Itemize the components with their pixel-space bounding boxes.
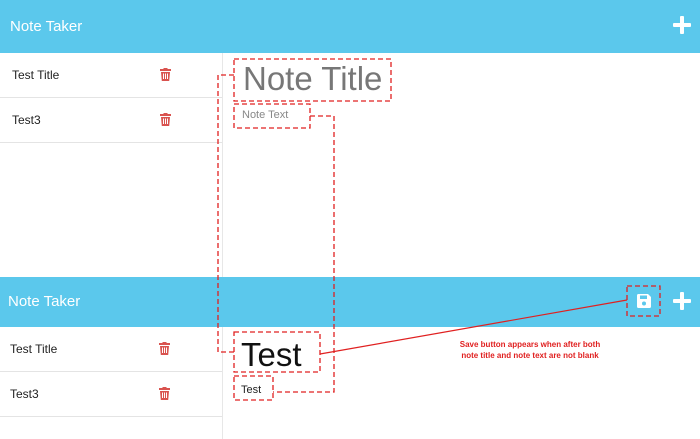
list-item[interactable]: Test3 — [0, 98, 222, 143]
annotation-line-2: note title and note text are not blank — [461, 351, 599, 360]
floppy-disk-icon[interactable] — [637, 294, 651, 308]
trash-icon[interactable] — [159, 342, 170, 355]
empty-note-screen: Note Taker Test Title Test3 — [0, 0, 700, 277]
list-item[interactable]: Test3 — [0, 372, 222, 417]
trash-icon[interactable] — [160, 68, 171, 81]
annotation-line-1: Save button appears when after both — [459, 340, 601, 349]
note-text-input[interactable]: Note Text — [242, 109, 289, 121]
trash-icon[interactable] — [159, 387, 170, 400]
note-list-title: Test3 — [12, 113, 41, 127]
list-item[interactable]: Test Title — [0, 53, 222, 98]
plus-icon[interactable] — [672, 15, 692, 35]
trash-icon[interactable] — [160, 113, 171, 126]
annotation-caption: Save button appears when after both note… — [436, 339, 624, 361]
note-list-title: Test Title — [10, 342, 58, 356]
note-list: Test Title Test3 — [0, 327, 223, 439]
list-item[interactable]: Test Title — [0, 327, 222, 372]
plus-icon[interactable] — [672, 291, 692, 311]
note-title-input[interactable]: Test — [241, 336, 302, 373]
note-list: Test Title Test3 — [0, 53, 223, 277]
note-list-title: Test3 — [10, 387, 39, 401]
brand-title[interactable]: Note Taker — [10, 18, 83, 35]
navbar: Note Taker — [0, 277, 700, 327]
navbar: Note Taker — [0, 0, 700, 53]
note-text-input[interactable]: Test — [241, 384, 262, 396]
note-title-input[interactable]: Note Title — [243, 60, 383, 97]
note-list-title: Test Title — [12, 68, 60, 82]
brand-title[interactable]: Note Taker — [8, 293, 81, 310]
